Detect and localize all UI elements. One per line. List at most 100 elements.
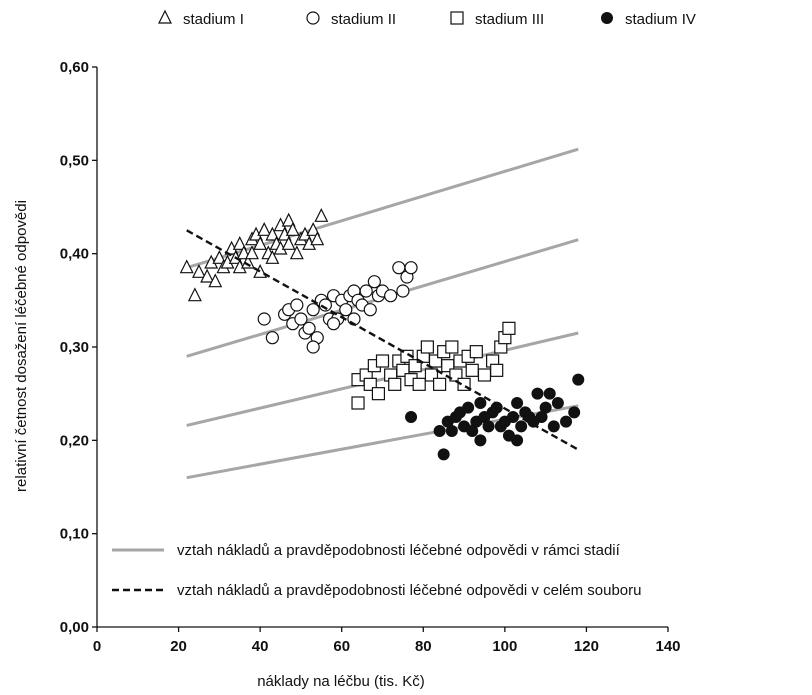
data-point-stadium-I — [285, 221, 300, 236]
x-tick-label: 80 — [415, 638, 432, 655]
data-point-stadium-II — [290, 298, 304, 312]
data-point-stadium-II — [302, 321, 316, 335]
data-point-stadium-III — [412, 377, 426, 391]
y-tick-label: 0,00 — [60, 619, 89, 636]
legend-label: stadium I — [183, 11, 244, 28]
data-point-stadium-I — [212, 249, 227, 264]
y-tick-label: 0,50 — [60, 152, 89, 169]
data-point-stadium-I — [265, 226, 280, 241]
data-point-stadium-IV — [474, 397, 487, 409]
data-point-stadium-I — [191, 263, 206, 278]
data-point-stadium-I — [265, 249, 280, 264]
data-point-stadium-II — [339, 303, 353, 317]
data-point-stadium-III — [445, 340, 459, 354]
data-point-stadium-II — [367, 275, 381, 289]
y-tick-label: 0,30 — [60, 339, 89, 356]
data-point-stadium-II — [326, 317, 341, 331]
data-point-stadium-I — [314, 207, 329, 222]
data-point-stadium-II — [384, 289, 398, 303]
data-point-stadium-II — [294, 312, 308, 326]
data-point-stadium-I — [245, 245, 259, 260]
stage-trend-line — [186, 331, 579, 427]
data-point-stadium-II — [257, 312, 271, 326]
x-tick-label: 60 — [333, 638, 350, 655]
data-point-stadium-III — [420, 340, 434, 354]
data-point-stadium-II — [318, 298, 332, 312]
x-tick-label: 120 — [574, 638, 599, 655]
axes: 0,00 0,10 0,20 0,30 0,40 0,50 0,60 0 20 40 60 80 100… — [60, 59, 681, 655]
legend-marker-stadium-IV — [601, 12, 613, 24]
data-point-stadium-III — [388, 377, 402, 391]
data-point-stadium-IV — [515, 420, 528, 433]
data-point-stadium-I — [253, 235, 268, 250]
legend-line-label: vztah nákladů a pravděpodobnosti léčebné… — [177, 542, 621, 559]
x-axis-title: náklady na léčbu (tis. Kč) — [257, 673, 425, 690]
legend-bottom: vztah nákladů a pravděpodobnosti léčebné… — [112, 542, 642, 599]
data-point-stadium-IV — [531, 387, 544, 400]
data-point-stadium-I — [281, 235, 296, 250]
data-point-stadium-IV — [433, 425, 446, 437]
legend-label: stadium IV — [625, 11, 696, 28]
data-points — [179, 207, 585, 461]
data-point-stadium-III — [371, 387, 386, 401]
data-point-stadium-I — [200, 268, 215, 283]
data-point-stadium-III — [490, 363, 504, 377]
data-point-stadium-II — [363, 303, 377, 317]
x-tick-label: 20 — [170, 638, 187, 655]
data-point-stadium-IV — [551, 397, 564, 409]
data-point-stadium-IV — [539, 401, 552, 414]
data-point-stadium-IV — [568, 406, 581, 419]
data-point-stadium-IV — [445, 425, 458, 437]
data-point-stadium-III — [465, 363, 479, 377]
y-axis-title-group: relativní četnost dosažení léčebné odpov… — [13, 200, 30, 492]
data-point-stadium-IV — [547, 420, 560, 433]
legend-marker-stadium-III — [450, 11, 464, 25]
legend-label: stadium II — [331, 11, 396, 28]
data-point-stadium-IV — [474, 434, 487, 447]
data-point-stadium-III — [351, 396, 365, 410]
data-point-stadium-I — [179, 259, 194, 274]
y-tick-label: 0,10 — [60, 526, 89, 543]
data-point-stadium-III — [502, 321, 516, 335]
y-tick-label: 0,20 — [60, 432, 89, 449]
data-point-stadium-IV — [462, 401, 475, 414]
data-point-stadium-I — [306, 221, 321, 236]
legend-marker-stadium-II — [306, 11, 320, 25]
data-point-stadium-I — [208, 273, 223, 288]
data-point-stadium-II — [404, 261, 418, 275]
data-point-stadium-IV — [437, 448, 450, 461]
data-point-stadium-III — [375, 354, 390, 368]
y-tick-label: 0,40 — [60, 246, 89, 263]
data-point-stadium-I — [310, 231, 325, 246]
x-tick-label: 100 — [492, 638, 517, 655]
data-point-stadium-II — [306, 340, 320, 354]
data-point-stadium-II — [306, 303, 320, 317]
data-point-stadium-II — [396, 284, 410, 298]
data-point-stadium-II — [359, 284, 373, 298]
x-tick-label: 140 — [655, 638, 680, 655]
data-point-stadium-IV — [560, 415, 573, 428]
overall-trend-line — [186, 229, 579, 451]
y-axis-title: relativní četnost dosažení léčebné odpov… — [13, 200, 30, 492]
data-point-stadium-IV — [572, 373, 585, 386]
data-point-stadium-I — [257, 221, 272, 236]
legend-top: stadium I stadium II stadium III stadium IV — [158, 9, 696, 28]
data-point-stadium-I — [253, 263, 268, 278]
legend-line-label: vztah nákladů a pravděpodobnosti léčebné… — [177, 582, 642, 599]
data-point-stadium-IV — [405, 411, 418, 423]
y-tick-label: 0,60 — [60, 59, 89, 76]
data-point-stadium-IV — [482, 420, 495, 433]
data-point-stadium-IV — [511, 434, 524, 447]
data-point-stadium-I — [281, 212, 296, 227]
x-tick-label: 0 — [93, 638, 101, 655]
legend-marker-stadium-I — [158, 9, 172, 24]
data-point-stadium-III — [469, 345, 483, 359]
data-point-stadium-III — [477, 368, 492, 382]
data-point-stadium-IV — [511, 397, 524, 409]
data-point-stadium-III — [433, 377, 447, 391]
data-point-stadium-I — [289, 245, 304, 260]
data-point-stadium-I — [232, 235, 247, 250]
legend-label: stadium III — [475, 11, 544, 28]
data-point-stadium-IV — [543, 387, 556, 400]
